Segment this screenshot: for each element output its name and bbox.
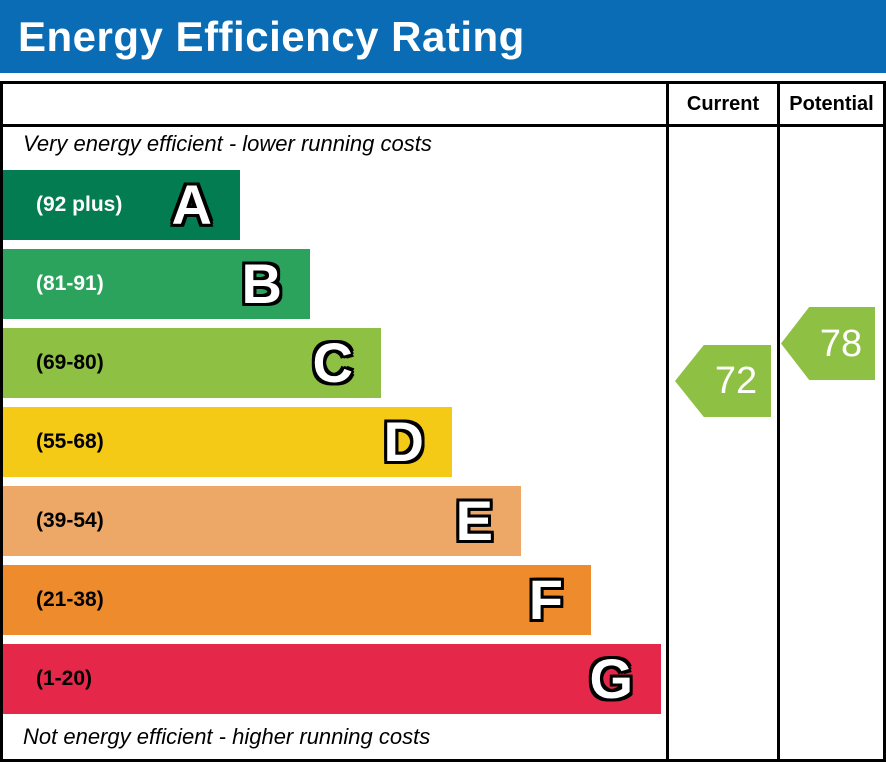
rating-table: Current Potential Very energy efficient … bbox=[0, 81, 886, 762]
band-row-d: (55-68) D bbox=[3, 407, 452, 477]
band-range-label: (69-80) bbox=[36, 351, 104, 374]
band-range-label: (55-68) bbox=[36, 430, 104, 453]
band-letter: G bbox=[589, 647, 633, 710]
bottom-caption: Not energy efficient - higher running co… bbox=[23, 724, 431, 749]
band-row-b: (81-91) B bbox=[3, 249, 310, 319]
current-rating-arrow: 72 bbox=[675, 345, 771, 417]
header-row-divider bbox=[3, 124, 883, 127]
band-row-c: (69-80) C bbox=[3, 328, 381, 398]
band-range-label: (1-20) bbox=[36, 667, 93, 690]
potential-rating-value: 78 bbox=[819, 322, 863, 365]
potential-column-header: Potential bbox=[789, 92, 874, 115]
band-letter: A bbox=[171, 173, 212, 236]
band-letter: B bbox=[241, 252, 282, 315]
potential-column-divider bbox=[777, 84, 780, 759]
potential-rating-arrow: 78 bbox=[781, 307, 875, 380]
chart-title: Energy Efficiency Rating bbox=[18, 12, 525, 60]
top-caption: Very energy efficient - lower running co… bbox=[23, 131, 432, 156]
band-range-label: (81-91) bbox=[36, 272, 104, 295]
current-column-divider bbox=[666, 84, 669, 759]
band-letter: C bbox=[312, 331, 353, 394]
current-rating-value: 72 bbox=[714, 360, 758, 402]
chart-title-bar: Energy Efficiency Rating bbox=[0, 0, 886, 73]
band-row-e: (39-54) E bbox=[3, 486, 521, 556]
band-range-label: (92 plus) bbox=[36, 193, 123, 216]
band-letter: E bbox=[455, 489, 493, 552]
band-range-label: (21-38) bbox=[36, 588, 104, 611]
current-column-header: Current bbox=[686, 92, 760, 115]
band-row-g: (1-20) G bbox=[3, 644, 661, 714]
band-letter: F bbox=[528, 568, 563, 631]
band-range-label: (39-54) bbox=[36, 509, 104, 532]
band-row-a: (92 plus) A bbox=[3, 170, 240, 240]
band-letter: D bbox=[383, 410, 424, 473]
band-row-f: (21-38) F bbox=[3, 565, 591, 635]
